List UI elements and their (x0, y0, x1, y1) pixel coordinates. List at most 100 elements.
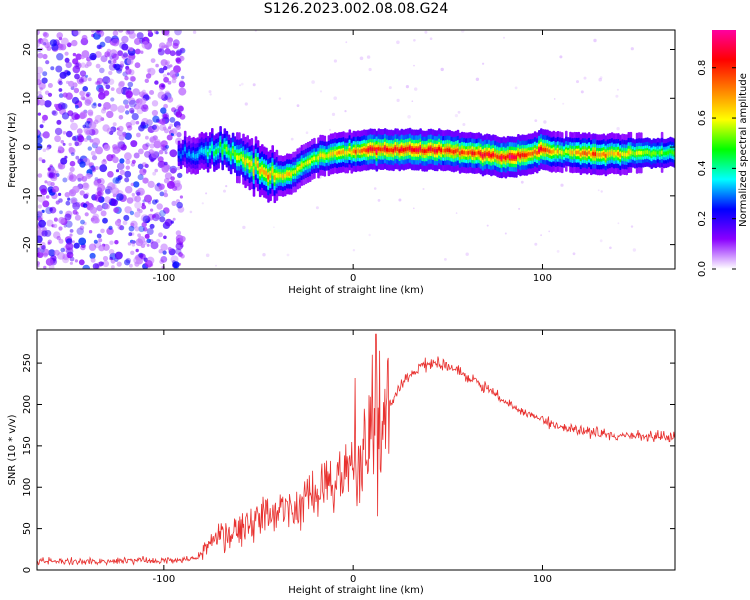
ridge-cell (410, 147, 414, 152)
noise-cell (40, 133, 44, 137)
noise-cell (178, 87, 187, 96)
noise-cell (37, 235, 43, 244)
noise-cell (169, 117, 176, 123)
ridge-cell (558, 150, 562, 154)
noise-cell (162, 113, 168, 119)
noise-cell (69, 166, 75, 172)
noise-cell (142, 143, 149, 150)
ridge-cell (340, 150, 343, 155)
noise-cell (37, 90, 42, 95)
noise-cell (75, 155, 80, 160)
speckle-cell (630, 47, 634, 51)
ridge-cell (219, 141, 222, 147)
noise-cell (115, 176, 121, 182)
ridge-cell (252, 168, 256, 174)
noise-cell (100, 210, 107, 217)
noise-cell (138, 225, 145, 233)
noise-cell (120, 144, 127, 151)
noise-cell (46, 219, 54, 227)
ridge-cell (240, 154, 243, 159)
noise-cell (72, 185, 80, 194)
y-tick-label: 20 (22, 43, 33, 56)
noise-cell (91, 128, 99, 136)
noise-cell (108, 225, 113, 230)
ridge-cell (438, 146, 441, 151)
ridge-cell (190, 153, 193, 159)
noise-cell (55, 200, 60, 205)
noise-cell (54, 103, 58, 108)
noise-cell (39, 87, 43, 91)
speckle-cell (424, 30, 428, 34)
ridge-cell (473, 151, 476, 156)
noise-cell (104, 196, 111, 204)
ridge-cell (660, 150, 664, 155)
noise-cell (110, 258, 116, 264)
ridge-cell (625, 152, 628, 157)
noise-cell (87, 77, 92, 82)
noise-cell (175, 111, 183, 118)
noise-cell (118, 134, 125, 141)
ridge-cell (265, 170, 268, 176)
speckle-cell (333, 96, 338, 100)
speckle-cell (630, 225, 634, 228)
noise-cell (116, 162, 125, 170)
noise-cell (97, 103, 102, 107)
speckle-cell (396, 40, 400, 45)
ridge-cell (669, 149, 672, 154)
noise-cell (129, 210, 135, 216)
noise-cell (55, 170, 59, 174)
noise-cell (81, 34, 88, 41)
noise-cell (134, 211, 141, 218)
noise-cell (140, 214, 149, 223)
speckle-cell (444, 258, 447, 261)
noise-cell (96, 178, 102, 184)
noise-cell (45, 258, 54, 266)
colorbar: 0.0 0.2 0.4 0.6 0.8 Normalized spectral ampl… (697, 30, 749, 277)
ridge-cell (598, 152, 601, 157)
noise-cell (134, 38, 141, 45)
ridge-cell (217, 148, 220, 153)
ridge-cell (510, 154, 514, 159)
noise-cell (172, 42, 179, 49)
noise-cell (56, 119, 62, 125)
noise-cell (93, 179, 101, 187)
noise-cell (158, 232, 163, 238)
y-tick-label: 0 (22, 144, 33, 150)
noise-cell (58, 226, 63, 231)
ridge-cell (425, 149, 429, 153)
ridge-cell (642, 150, 645, 155)
noise-cell (135, 120, 140, 125)
ridge-cell (215, 149, 218, 155)
ridge-cell (608, 151, 612, 156)
noise-cell (126, 125, 133, 131)
speckle-cell (368, 233, 371, 237)
noise-cell (150, 263, 154, 267)
noise-cell (161, 265, 165, 269)
ridge-cell (610, 150, 614, 155)
noise-cell (110, 97, 115, 102)
ridge-cell (538, 148, 541, 153)
snr-frame (36, 329, 676, 571)
noise-cell (169, 64, 173, 68)
noise-cell (90, 150, 96, 156)
ridge-cell (308, 159, 312, 164)
ridge-cell (383, 146, 387, 151)
ridge-cell (427, 147, 431, 152)
noise-cell (110, 87, 115, 91)
noise-cell (40, 188, 48, 196)
speckle-cell (225, 185, 228, 188)
noise-cell (169, 69, 178, 78)
snr-xlabel: Height of straight line (km) (288, 585, 424, 596)
snr-ylabel: SNR (10 * v/v) (7, 414, 18, 485)
ridge-cell (336, 151, 339, 156)
noise-cell (58, 238, 64, 244)
noise-cell (139, 97, 147, 105)
noise-cell (104, 204, 110, 210)
noise-cell (138, 148, 144, 155)
noise-cell (162, 146, 168, 152)
y-tick-label: -10 (22, 188, 33, 204)
noise-cell (131, 159, 136, 164)
noise-cell (111, 38, 120, 47)
noise-cell (124, 104, 130, 109)
